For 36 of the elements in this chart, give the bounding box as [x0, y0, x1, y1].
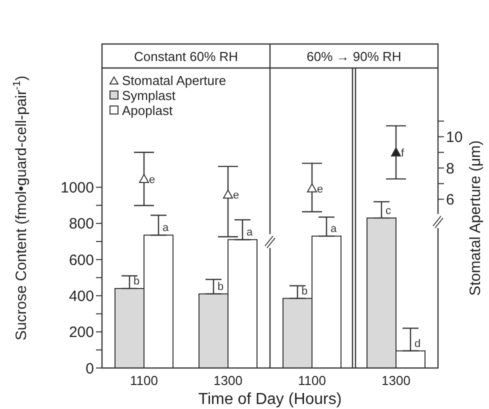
y-tick-label: 400 [68, 288, 94, 306]
legend-label: Symplast [122, 88, 176, 103]
text: Constant 60% RH [134, 49, 238, 64]
x-tick-label: 1300 [382, 373, 410, 388]
x-axis-title: Time of Day (Hours) [198, 391, 342, 408]
data-label: f [401, 147, 405, 160]
text: 60% → 90% RH [306, 49, 402, 64]
y-tick-label: 800 [68, 216, 94, 233]
data-label: e [233, 190, 240, 202]
y2-tick-label: 6 [446, 192, 454, 209]
point [391, 147, 401, 156]
legend-label: Apoplast [122, 103, 173, 118]
x-tick-label: 1300 [214, 373, 242, 388]
data-label: b [302, 285, 308, 298]
data-label: c [386, 205, 392, 217]
x-tick-label: 1100 [130, 373, 158, 388]
legend-label: Stomatal Aperture [122, 73, 226, 88]
data-label: b [218, 280, 224, 293]
data-label: d [414, 338, 421, 350]
point [223, 190, 233, 199]
y-tick-label: 600 [68, 252, 94, 269]
data-label: b [134, 275, 140, 288]
x-tick-label: 1100 [298, 373, 326, 388]
y-tick-label: 1000 [60, 180, 94, 197]
y2-axis-title: Stomatal Aperture (μm) [467, 140, 484, 296]
y2-tick-label: 10 [446, 129, 463, 146]
y-tick-label: 200 [68, 324, 94, 342]
data-label: a [330, 223, 338, 236]
y2-tick-label: 8 [446, 160, 454, 178]
point [139, 174, 149, 184]
data-label: e [317, 183, 324, 196]
data-label: a [162, 222, 170, 234]
y-tick-label: 0 [86, 360, 94, 378]
data-label: e [149, 174, 156, 186]
data-label: a [246, 226, 254, 239]
point [307, 183, 317, 192]
